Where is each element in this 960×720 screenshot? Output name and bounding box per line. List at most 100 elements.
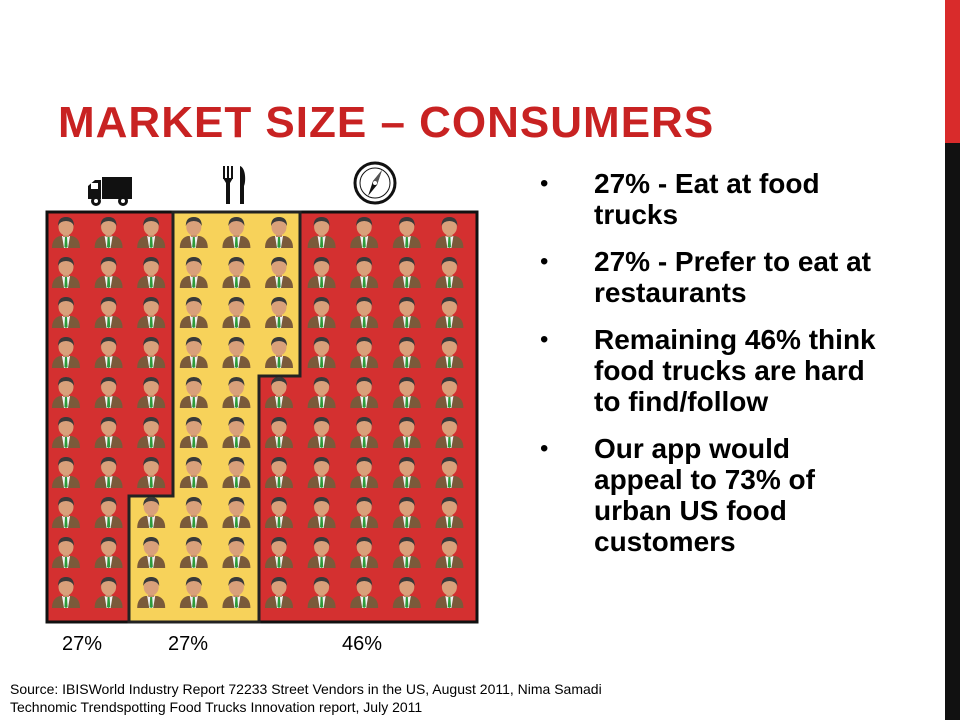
person-figure: [350, 457, 379, 488]
person-figure: [137, 457, 166, 488]
person-figure: [350, 297, 379, 328]
person-figure: [265, 417, 293, 448]
bullet-dot: •: [540, 435, 549, 462]
person-figure: [222, 337, 251, 368]
person-figure: [435, 577, 464, 608]
person-figure: [265, 457, 293, 488]
person-figure: [222, 257, 251, 288]
person-figure: [435, 337, 464, 368]
person-figure: [350, 537, 379, 568]
person-figure: [222, 377, 251, 408]
person-figure: [392, 497, 421, 528]
person-figure: [307, 577, 336, 608]
person-figure: [392, 457, 421, 488]
person-figure: [265, 217, 293, 248]
segment-label-restaurant: 27%: [168, 633, 209, 655]
person-figure: [52, 417, 80, 448]
person-figure: [265, 337, 293, 368]
person-figure: [265, 577, 293, 608]
person-figure: [350, 577, 379, 608]
slide-title: MARKET SIZE – CONSUMERS: [58, 98, 715, 147]
person-figure: [137, 217, 166, 248]
segment-red-panel: [45, 210, 479, 624]
bullet-list: • 27% - Eat at food trucks • 27% - Prefer …: [540, 168, 880, 573]
person-figure: [52, 337, 80, 368]
bullet-item: • Our app would appeal to 73% of urban US…: [540, 433, 815, 557]
person-figure: [265, 377, 293, 408]
person-figure: [222, 497, 251, 528]
person-figure: [222, 417, 251, 448]
person-figure: [350, 377, 379, 408]
person-figure: [137, 297, 166, 328]
person-figure: [94, 537, 123, 568]
person-figure: [52, 497, 80, 528]
bullet-item: • 27% - Prefer to eat at restaurants: [540, 246, 871, 308]
person-figure: [307, 497, 336, 528]
person-figure: [137, 577, 166, 608]
person-figure: [435, 297, 464, 328]
person-figure: [392, 217, 421, 248]
person-figure: [179, 537, 208, 568]
person-figure: [52, 577, 80, 608]
person-figure: [179, 577, 208, 608]
person-figure: [350, 217, 379, 248]
person-figure: [435, 497, 464, 528]
person-figure: [392, 577, 421, 608]
bullet-item: • Remaining 46% think food trucks are har…: [540, 324, 876, 417]
person-figure: [137, 337, 166, 368]
source-citation: Source: IBISWorld Industry Report 72233 …: [10, 680, 602, 716]
source-line-2: Technomic Trendspotting Food Trucks Inno…: [10, 699, 423, 715]
person-figure: [307, 377, 336, 408]
person-figure: [94, 257, 123, 288]
person-figure: [392, 337, 421, 368]
person-figure: [435, 257, 464, 288]
person-figure: [307, 257, 336, 288]
person-figure: [137, 417, 166, 448]
person-figure: [52, 377, 80, 408]
person-figure: [392, 257, 421, 288]
person-figure: [265, 257, 293, 288]
person-figure: [137, 257, 166, 288]
person-figure: [350, 337, 379, 368]
compass-icon: [353, 161, 397, 205]
person-figure: [350, 257, 379, 288]
person-figure: [137, 377, 166, 408]
accent-bar-bottom: [945, 143, 960, 720]
person-figure: [94, 297, 123, 328]
person-figure: [94, 577, 123, 608]
person-figure: [222, 217, 251, 248]
person-figure: [52, 537, 80, 568]
person-figure: [179, 457, 208, 488]
segment-label-truck: 27%: [62, 633, 103, 655]
person-figure: [307, 337, 336, 368]
segment-yellow-panel: [127, 210, 302, 624]
person-figure: [222, 297, 251, 328]
person-figure: [350, 417, 379, 448]
person-figure: [94, 217, 123, 248]
person-figure: [52, 297, 80, 328]
person-figure: [52, 457, 80, 488]
person-figure: [307, 417, 336, 448]
person-figure: [307, 537, 336, 568]
person-figure: [265, 297, 293, 328]
person-figure: [392, 417, 421, 448]
person-figure: [392, 297, 421, 328]
person-figure: [435, 377, 464, 408]
person-figure: [307, 297, 336, 328]
person-figure: [179, 297, 208, 328]
person-figure: [307, 457, 336, 488]
person-figure: [222, 537, 251, 568]
source-line-1: Source: IBISWorld Industry Report 72233 …: [10, 681, 602, 697]
segment-label-remaining: 46%: [342, 633, 383, 655]
bullet-dot: •: [540, 248, 549, 275]
bullet-dot: •: [540, 170, 549, 197]
person-figure: [265, 497, 293, 528]
person-figure: [435, 417, 464, 448]
person-figure: [435, 537, 464, 568]
person-figure: [392, 537, 421, 568]
person-figure: [52, 217, 80, 248]
person-figure: [435, 457, 464, 488]
person-figure: [350, 497, 379, 528]
person-figure: [52, 257, 80, 288]
person-figure: [94, 457, 123, 488]
